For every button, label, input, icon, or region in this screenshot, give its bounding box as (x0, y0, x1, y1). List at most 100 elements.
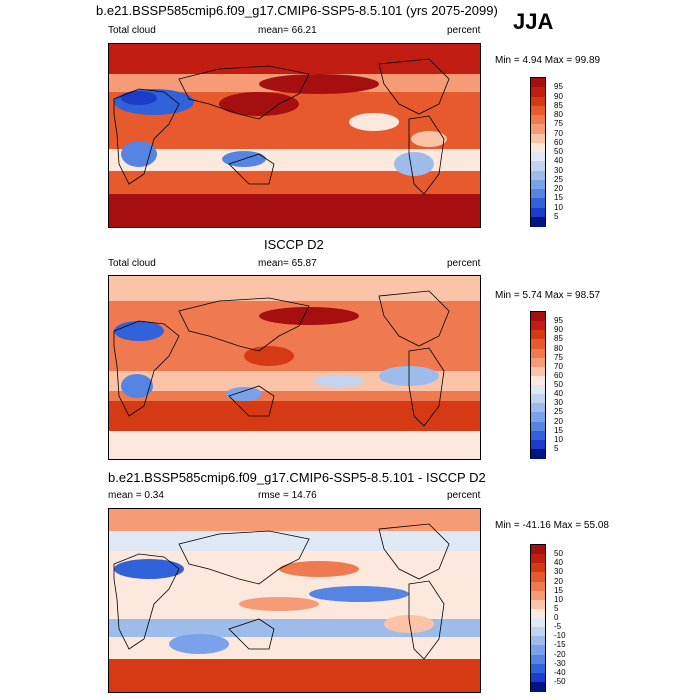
panel3-minmax-label: Min = -41.16 Max = 55.08 (495, 520, 609, 531)
colorbar-tick-label: 95 (554, 316, 563, 326)
panel1-title: b.e21.BSSP585cmip6.f09_g17.CMIP6-SSP5-8.… (96, 3, 498, 18)
colorbar-tick-label: 50 (554, 380, 563, 389)
colorbar-tick-label: 25 (554, 174, 563, 184)
colorbar-swatch (531, 645, 545, 655)
colorbar-tick-label: 60 (554, 137, 563, 147)
colorbar-tick-label: -10 (554, 631, 566, 641)
panel1-map (108, 43, 481, 228)
panel2-units-label: percent (447, 258, 481, 269)
colorbar-tick-label: -40 (554, 667, 566, 677)
colorbar-swatch (531, 198, 545, 208)
colorbar-swatch (531, 627, 545, 637)
panel2-map (108, 275, 481, 460)
colorbar-swatch (531, 654, 545, 665)
colorbar-swatch (531, 161, 545, 171)
colorbar-tick-label: 85 (554, 334, 563, 344)
colorbar-tick-label: 90 (554, 91, 563, 101)
colorbar-tick-label: -50 (554, 676, 566, 686)
colorbar-tick-label: 80 (554, 110, 563, 119)
colorbar-swatch (531, 142, 545, 153)
colorbar-tick-label: -5 (554, 622, 562, 632)
colorbar-tick-label: 5 (554, 603, 559, 613)
panel1-units-label: percent (447, 25, 481, 36)
colorbar-swatch (531, 663, 545, 674)
colorbar-swatch (531, 189, 545, 199)
colorbar-swatch (531, 618, 545, 628)
colorbar-swatch (531, 312, 545, 322)
panel3-colorbar (530, 544, 546, 692)
colorbar-swatch (531, 636, 545, 646)
colorbar-swatch (531, 385, 545, 395)
colorbar-swatch (531, 421, 545, 432)
colorbar-swatch (531, 366, 545, 377)
colorbar-swatch (531, 448, 545, 459)
colorbar-swatch (531, 545, 545, 555)
colorbar-tick-label: 40 (554, 156, 563, 166)
colorbar-tick-label: -15 (554, 640, 566, 650)
colorbar-tick-label: -20 (554, 649, 566, 659)
colorbar-tick-label: 75 (554, 352, 563, 362)
panel2-mean-label: mean= 65.87 (258, 258, 317, 269)
colorbar-tick-label: 30 (554, 165, 563, 175)
panel3-rmse-label: rmse = 14.76 (258, 490, 317, 501)
colorbar-swatch (531, 430, 545, 441)
colorbar-swatch (531, 554, 545, 564)
colorbar-tick-label: 85 (554, 100, 563, 110)
colorbar-tick-label: 15 (554, 425, 563, 435)
colorbar-swatch (531, 412, 545, 422)
panel1-variable-label: Total cloud (108, 25, 156, 36)
colorbar-tick-label: 10 (554, 202, 563, 212)
colorbar-tick-label: 60 (554, 370, 563, 380)
colorbar-swatch (531, 152, 545, 162)
colorbar-tick-label: 20 (554, 576, 563, 586)
colorbar-swatch (531, 124, 545, 134)
colorbar-swatch (531, 563, 545, 573)
colorbar-swatch (531, 357, 545, 368)
colorbar-tick-label: 25 (554, 407, 563, 417)
colorbar-swatch (531, 375, 545, 386)
colorbar-tick-label: 0 (554, 613, 559, 622)
colorbar-tick-label: 75 (554, 119, 563, 129)
panel1-colorbar (530, 77, 546, 227)
panel3-units-label: percent (447, 490, 481, 501)
colorbar-swatch (531, 572, 545, 582)
colorbar-tick-label: 70 (554, 128, 563, 138)
colorbar-swatch (531, 133, 545, 144)
colorbar-swatch (531, 394, 545, 404)
colorbar-swatch (531, 348, 545, 359)
colorbar-swatch (531, 96, 545, 107)
colorbar-tick-label: -30 (554, 658, 566, 668)
colorbar-swatch (531, 608, 545, 619)
colorbar-tick-label: 70 (554, 361, 563, 371)
colorbar-swatch (531, 581, 545, 592)
colorbar-tick-label: 20 (554, 416, 563, 426)
colorbar-swatch (531, 599, 545, 610)
colorbar-tick-label: 40 (554, 389, 563, 399)
colorbar-swatch (531, 216, 545, 227)
colorbar-tick-label: 30 (554, 567, 563, 577)
colorbar-tick-label: 10 (554, 594, 563, 604)
colorbar-tick-label: 15 (554, 193, 563, 203)
colorbar-tick-label: 30 (554, 398, 563, 408)
colorbar-swatch (531, 78, 545, 88)
colorbar-swatch (531, 330, 545, 340)
panel2-variable-label: Total cloud (108, 258, 156, 269)
colorbar-tick-label: 5 (554, 443, 559, 453)
colorbar-swatch (531, 403, 545, 413)
colorbar-tick-label: 10 (554, 434, 563, 444)
panel1-minmax-label: Min = 4.94 Max = 99.89 (495, 55, 601, 66)
colorbar-swatch (531, 321, 545, 331)
colorbar-swatch (531, 439, 545, 450)
colorbar-swatch (531, 87, 545, 97)
colorbar-swatch (531, 105, 545, 116)
panel3-map (108, 508, 481, 693)
colorbar-tick-label: 5 (554, 211, 559, 221)
panel1-mean-label: mean= 66.21 (258, 25, 317, 36)
panel2-colorbar (530, 311, 546, 459)
colorbar-swatch (531, 590, 545, 601)
panel3-title: b.e21.BSSP585cmip6.f09_g17.CMIP6-SSP5-8.… (108, 470, 486, 485)
colorbar-tick-label: 90 (554, 325, 563, 335)
colorbar-swatch (531, 115, 545, 125)
colorbar-tick-label: 50 (554, 549, 563, 559)
colorbar-swatch (531, 681, 545, 692)
